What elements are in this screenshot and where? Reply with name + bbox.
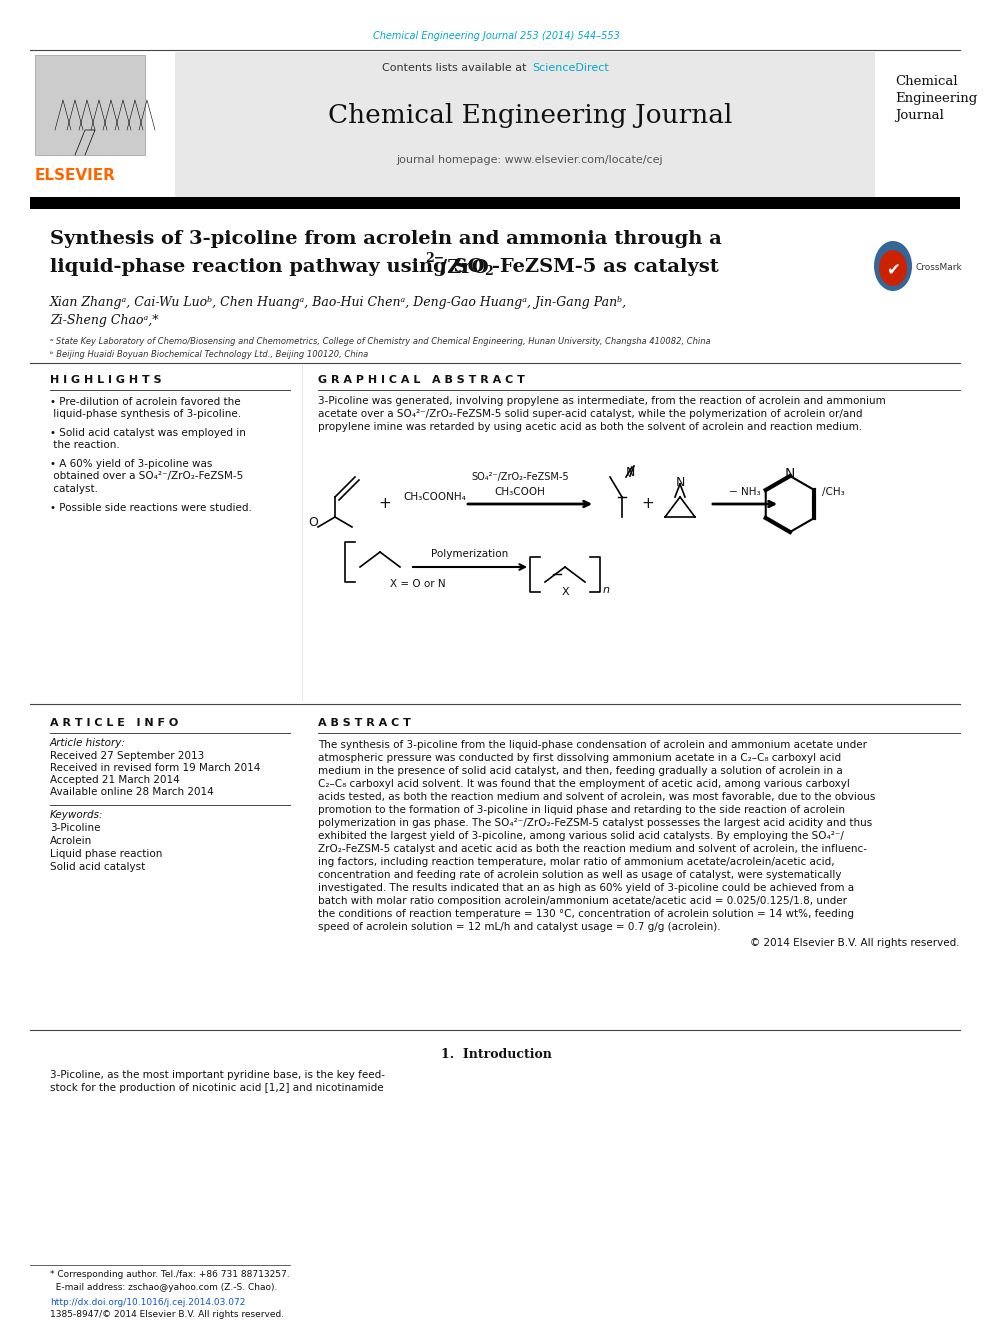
Text: Zi-Sheng Chaoᵃ,*: Zi-Sheng Chaoᵃ,* bbox=[50, 314, 159, 327]
Text: polymerization in gas phase. The SO₄²⁻/ZrO₂-FeZSM-5 catalyst possesses the large: polymerization in gas phase. The SO₄²⁻/Z… bbox=[318, 818, 872, 828]
Text: • Solid acid catalyst was employed in
 the reaction.: • Solid acid catalyst was employed in th… bbox=[50, 429, 246, 450]
Text: ✔: ✔ bbox=[886, 261, 900, 279]
Text: ELSEVIER: ELSEVIER bbox=[35, 168, 116, 183]
Text: © 2014 Elsevier B.V. All rights reserved.: © 2014 Elsevier B.V. All rights reserved… bbox=[750, 938, 960, 949]
Text: E-mail address: zschao@yahoo.com (Z.-S. Chao).: E-mail address: zschao@yahoo.com (Z.-S. … bbox=[50, 1283, 278, 1293]
Text: ing factors, including reaction temperature, molar ratio of ammonium acetate/acr: ing factors, including reaction temperat… bbox=[318, 857, 834, 867]
Text: Chemical
Engineering
Journal: Chemical Engineering Journal bbox=[895, 75, 977, 122]
Text: X: X bbox=[561, 587, 568, 597]
Text: n: n bbox=[603, 585, 610, 595]
Text: N: N bbox=[625, 466, 635, 479]
Text: 3-Picoline, as the most important pyridine base, is the key feed-: 3-Picoline, as the most important pyridi… bbox=[50, 1070, 385, 1080]
Text: X = O or N: X = O or N bbox=[390, 579, 445, 589]
Text: +: + bbox=[379, 496, 392, 512]
Text: Accepted 21 March 2014: Accepted 21 March 2014 bbox=[50, 775, 180, 785]
Text: liquid-phase reaction pathway using SO: liquid-phase reaction pathway using SO bbox=[50, 258, 485, 277]
Text: Polymerization: Polymerization bbox=[432, 549, 509, 560]
Text: journal homepage: www.elsevier.com/locate/cej: journal homepage: www.elsevier.com/locat… bbox=[397, 155, 664, 165]
Text: A R T I C L E   I N F O: A R T I C L E I N F O bbox=[50, 718, 179, 728]
Text: 2−: 2− bbox=[425, 251, 444, 265]
Text: Received in revised form 19 March 2014: Received in revised form 19 March 2014 bbox=[50, 763, 260, 773]
Text: ScienceDirect: ScienceDirect bbox=[532, 64, 609, 73]
Text: CH₃COONH₄: CH₃COONH₄ bbox=[403, 492, 466, 501]
Text: • Possible side reactions were studied.: • Possible side reactions were studied. bbox=[50, 503, 252, 513]
Text: CH₃COOH: CH₃COOH bbox=[495, 487, 546, 497]
Text: N: N bbox=[676, 475, 684, 488]
Bar bbox=[35, 56, 145, 155]
Text: 2: 2 bbox=[484, 265, 493, 278]
Text: +: + bbox=[642, 496, 655, 512]
Text: CrossMark: CrossMark bbox=[916, 263, 963, 273]
Text: concentration and feeding rate of acrolein solution as well as usage of catalyst: concentration and feeding rate of acrole… bbox=[318, 871, 841, 880]
Text: SO₄²⁻/ZrO₂-FeZSM-5: SO₄²⁻/ZrO₂-FeZSM-5 bbox=[471, 472, 568, 482]
Text: investigated. The results indicated that an as high as 60% yield of 3-picoline c: investigated. The results indicated that… bbox=[318, 882, 854, 893]
Text: stock for the production of nicotinic acid [1,2] and nicotinamide: stock for the production of nicotinic ac… bbox=[50, 1084, 384, 1093]
Text: Acrolein: Acrolein bbox=[50, 836, 92, 845]
Text: Received 27 September 2013: Received 27 September 2013 bbox=[50, 751, 204, 761]
Text: batch with molar ratio composition acrolein/ammonium acetate/acetic acid = 0.025: batch with molar ratio composition acrol… bbox=[318, 896, 847, 906]
Text: Liquid phase reaction: Liquid phase reaction bbox=[50, 849, 163, 859]
Text: G R A P H I C A L   A B S T R A C T: G R A P H I C A L A B S T R A C T bbox=[318, 374, 525, 385]
Text: ZrO₂-FeZSM-5 catalyst and acetic acid as both the reaction medium and solvent of: ZrO₂-FeZSM-5 catalyst and acetic acid as… bbox=[318, 844, 867, 855]
Text: speed of acrolein solution = 12 mL/h and catalyst usage = 0.7 g/g (acrolein).: speed of acrolein solution = 12 mL/h and… bbox=[318, 922, 720, 931]
Text: exhibited the largest yield of 3-picoline, among various solid acid catalysts. B: exhibited the largest yield of 3-picolin… bbox=[318, 831, 844, 841]
Ellipse shape bbox=[874, 241, 912, 291]
Text: /ZrO: /ZrO bbox=[440, 258, 489, 277]
Text: 3-Picoline: 3-Picoline bbox=[50, 823, 100, 833]
Text: Contents lists available at: Contents lists available at bbox=[382, 64, 530, 73]
Text: -FeZSM-5 as catalyst: -FeZSM-5 as catalyst bbox=[492, 258, 719, 277]
Text: http://dx.doi.org/10.1016/j.cej.2014.03.072: http://dx.doi.org/10.1016/j.cej.2014.03.… bbox=[50, 1298, 245, 1307]
Text: The synthesis of 3-picoline from the liquid-phase condensation of acrolein and a: The synthesis of 3-picoline from the liq… bbox=[318, 740, 867, 750]
Text: C₂–C₈ carboxyl acid solvent. It was found that the employment of acetic acid, am: C₂–C₈ carboxyl acid solvent. It was foun… bbox=[318, 779, 850, 789]
Text: Chemical Engineering Journal 253 (2014) 544–553: Chemical Engineering Journal 253 (2014) … bbox=[373, 30, 619, 41]
Bar bbox=[30, 52, 175, 197]
Text: promotion to the formation of 3-picoline in liquid phase and retarding to the si: promotion to the formation of 3-picoline… bbox=[318, 804, 845, 815]
Text: Synthesis of 3-picoline from acrolein and ammonia through a: Synthesis of 3-picoline from acrolein an… bbox=[50, 230, 722, 247]
Text: • Pre-dilution of acrolein favored the
 liquid-phase synthesis of 3-picoline.: • Pre-dilution of acrolein favored the l… bbox=[50, 397, 241, 419]
Text: /CH₃: /CH₃ bbox=[822, 487, 845, 497]
Ellipse shape bbox=[879, 250, 907, 286]
Text: − NH₃: − NH₃ bbox=[729, 487, 761, 497]
Bar bbox=[30, 197, 960, 209]
Text: Article history:: Article history: bbox=[50, 738, 126, 747]
Text: 1.  Introduction: 1. Introduction bbox=[440, 1048, 552, 1061]
Text: the conditions of reaction temperature = 130 °C, concentration of acrolein solut: the conditions of reaction temperature =… bbox=[318, 909, 854, 919]
Text: 1385-8947/© 2014 Elsevier B.V. All rights reserved.: 1385-8947/© 2014 Elsevier B.V. All right… bbox=[50, 1310, 284, 1319]
Text: 3-Picoline was generated, involving propylene as intermediate, from the reaction: 3-Picoline was generated, involving prop… bbox=[318, 396, 886, 431]
Text: ᵃ State Key Laboratory of Chemo/Biosensing and Chemometrics, College of Chemistr: ᵃ State Key Laboratory of Chemo/Biosensi… bbox=[50, 337, 710, 347]
Text: ᵇ Beijing Huaidi Boyuan Biochemical Technology Ltd., Beijing 100120, China: ᵇ Beijing Huaidi Boyuan Biochemical Tech… bbox=[50, 351, 368, 359]
Text: medium in the presence of solid acid catalyst, and then, feeding gradually a sol: medium in the presence of solid acid cat… bbox=[318, 766, 843, 777]
Text: A B S T R A C T: A B S T R A C T bbox=[318, 718, 411, 728]
Text: • A 60% yield of 3-picoline was
 obtained over a SO₄²⁻/ZrO₂-FeZSM-5
 catalyst.: • A 60% yield of 3-picoline was obtained… bbox=[50, 459, 243, 493]
Bar bbox=[175, 52, 875, 197]
Text: Xian Zhangᵃ, Cai-Wu Luoᵇ, Chen Huangᵃ, Bao-Hui Chenᵃ, Deng-Gao Huangᵃ, Jin-Gang : Xian Zhangᵃ, Cai-Wu Luoᵇ, Chen Huangᵃ, B… bbox=[50, 296, 627, 310]
Text: acids tested, as both the reaction medium and solvent of acrolein, was most favo: acids tested, as both the reaction mediu… bbox=[318, 792, 875, 802]
Text: atmospheric pressure was conducted by first dissolving ammonium acetate in a C₂–: atmospheric pressure was conducted by fi… bbox=[318, 753, 841, 763]
Text: * Corresponding author. Tel./fax: +86 731 88713257.: * Corresponding author. Tel./fax: +86 73… bbox=[50, 1270, 290, 1279]
Text: Chemical Engineering Journal: Chemical Engineering Journal bbox=[327, 102, 732, 127]
Text: Solid acid catalyst: Solid acid catalyst bbox=[50, 863, 145, 872]
Text: Available online 28 March 2014: Available online 28 March 2014 bbox=[50, 787, 213, 796]
Text: O: O bbox=[309, 516, 318, 528]
Text: N: N bbox=[785, 467, 796, 482]
Text: Keywords:: Keywords: bbox=[50, 810, 103, 820]
Text: H I G H L I G H T S: H I G H L I G H T S bbox=[50, 374, 162, 385]
